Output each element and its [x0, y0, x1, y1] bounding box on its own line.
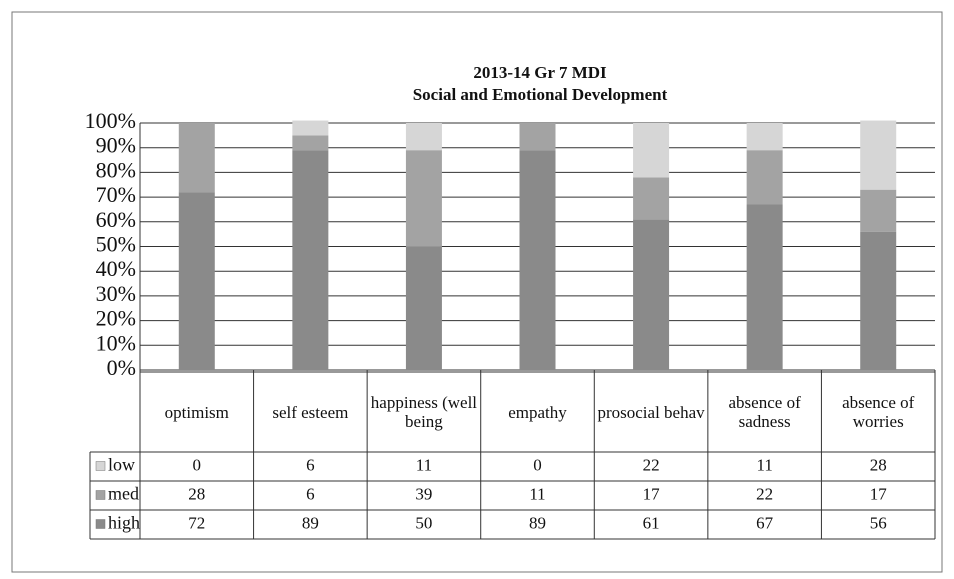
table-value: 50 [415, 513, 432, 532]
x-tick-label: empathy [508, 402, 567, 422]
legend-label: low [108, 455, 135, 475]
x-tick-label: absence of sadness [728, 393, 801, 431]
bar-segment [292, 120, 329, 136]
table-value: 0 [193, 455, 202, 474]
y-tick-label: 80% [96, 157, 136, 182]
table-value: 11 [529, 484, 545, 503]
chart-border [11, 11, 943, 573]
y-tick-label: 70% [96, 182, 136, 207]
bar-segment [519, 123, 556, 151]
table-value: 89 [302, 513, 319, 532]
y-tick-label: 10% [96, 330, 136, 355]
table-value: 28 [188, 484, 205, 503]
y-tick-label: 60% [96, 207, 136, 232]
bar-segment [292, 135, 329, 151]
y-tick-label: 40% [96, 256, 136, 281]
bar-segment [746, 204, 783, 370]
y-tick-label: 50% [96, 232, 136, 257]
table-value: 11 [416, 455, 432, 474]
table-value: 89 [529, 513, 546, 532]
x-tick-label: self esteem [272, 402, 349, 422]
table-value: 6 [306, 484, 315, 503]
bar-segment [519, 150, 556, 370]
x-tick-label: absence of worries [842, 393, 915, 431]
x-tick-label: prosocial behav [597, 402, 705, 422]
category-cell: happiness (well being [370, 393, 478, 431]
table-value: 72 [188, 513, 205, 532]
category-cell: absence of worries [842, 393, 915, 431]
bar-segment [405, 246, 442, 370]
table-value: 67 [756, 513, 774, 532]
bar-segment [178, 123, 215, 193]
table-value: 61 [643, 513, 660, 532]
category-cell: optimism [164, 402, 229, 422]
table-value: 11 [756, 455, 772, 474]
category-cell: prosocial behav [597, 402, 705, 422]
table-value: 22 [643, 455, 660, 474]
legend-label: med [108, 484, 139, 504]
y-tick-label: 90% [96, 133, 136, 158]
x-tick-label: happiness (well being [370, 393, 478, 431]
category-cell: absence of sadness [728, 393, 801, 431]
table-value: 17 [643, 484, 661, 503]
y-tick-label: 0% [107, 355, 136, 380]
table-value: 0 [533, 455, 542, 474]
chart-title: 2013-14 Gr 7 MDI [473, 63, 607, 82]
table-value: 56 [870, 513, 887, 532]
legend-swatch [95, 490, 106, 500]
legend-label: high [108, 513, 140, 533]
y-tick-label: 20% [96, 306, 136, 331]
x-tick-label: optimism [164, 402, 229, 422]
category-cell: empathy [508, 402, 567, 422]
bar-segment [746, 123, 783, 151]
bar-segment [860, 120, 897, 190]
category-cell: self esteem [272, 402, 349, 422]
table-value: 39 [415, 484, 432, 503]
table-value: 22 [756, 484, 773, 503]
bar-segment [405, 123, 442, 151]
legend-swatch [95, 519, 106, 529]
bar-segment [405, 150, 442, 247]
legend-swatch [95, 461, 106, 471]
y-tick-label: 30% [96, 281, 136, 306]
bar-segment [633, 219, 670, 370]
bar-segment [292, 150, 329, 370]
y-tick-label: 100% [85, 108, 136, 133]
bar-segment [860, 189, 897, 232]
table-value: 28 [870, 455, 887, 474]
bar-segment [633, 123, 670, 178]
bar-segment [746, 150, 783, 205]
table-value: 6 [306, 455, 315, 474]
chart-subtitle: Social and Emotional Development [413, 85, 668, 104]
bar-segment [860, 231, 897, 370]
bar-segment [178, 192, 215, 370]
table-value: 17 [870, 484, 888, 503]
bar-segment [633, 177, 670, 220]
